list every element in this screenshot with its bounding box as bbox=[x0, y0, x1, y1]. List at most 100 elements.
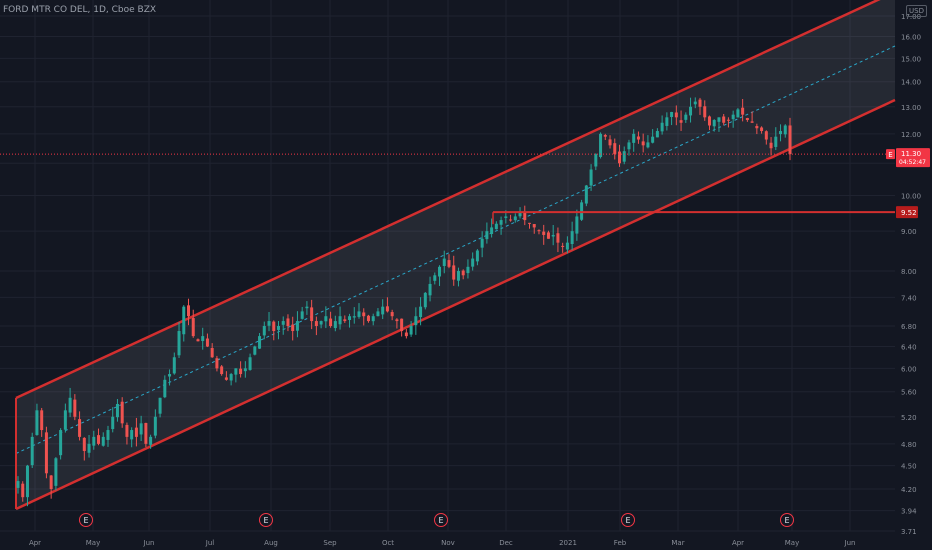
candle-body bbox=[68, 397, 72, 413]
candle bbox=[97, 428, 101, 446]
candle bbox=[622, 146, 626, 165]
candle-body bbox=[703, 106, 707, 118]
candle-body bbox=[144, 422, 148, 444]
candle bbox=[272, 320, 276, 341]
candle bbox=[59, 428, 63, 460]
candle-body bbox=[741, 107, 745, 115]
candle bbox=[395, 318, 399, 329]
candle bbox=[542, 224, 546, 245]
y-tick-label: 4.50 bbox=[901, 463, 917, 471]
candle bbox=[153, 409, 157, 439]
candle bbox=[660, 115, 664, 135]
x-tick-label: Dec bbox=[499, 539, 513, 547]
candle bbox=[338, 306, 342, 330]
candle bbox=[532, 223, 536, 234]
candle-body bbox=[305, 306, 309, 309]
candle-body bbox=[736, 109, 740, 118]
candle-body bbox=[21, 483, 25, 498]
y-tick-label: 10.00 bbox=[901, 193, 921, 201]
candle bbox=[570, 221, 574, 251]
candle bbox=[267, 311, 271, 332]
candle-body bbox=[788, 125, 792, 155]
earnings-marker-letter: E bbox=[625, 516, 630, 525]
candle-body bbox=[731, 114, 735, 120]
time-axis[interactable]: Apr May Jun Jul Aug Sep Oct Nov Dec 2021 Feb Mar Apr… bbox=[29, 539, 856, 547]
currency-label[interactable]: USD bbox=[906, 5, 927, 17]
candle bbox=[362, 308, 366, 326]
candle bbox=[234, 368, 238, 383]
candle-body bbox=[755, 125, 759, 129]
candle bbox=[276, 320, 280, 340]
candle bbox=[423, 291, 427, 310]
candle-body bbox=[779, 131, 783, 135]
candle bbox=[168, 369, 172, 386]
candle-body bbox=[134, 427, 138, 437]
candle-body bbox=[670, 112, 674, 118]
x-tick-label: Nov bbox=[441, 539, 455, 547]
candle-body bbox=[362, 312, 366, 317]
candle-body bbox=[613, 143, 617, 155]
candle-body bbox=[172, 357, 176, 374]
candle bbox=[177, 322, 181, 358]
candle bbox=[333, 315, 337, 332]
candle bbox=[191, 309, 195, 338]
candle-body bbox=[717, 117, 721, 122]
candle bbox=[736, 108, 740, 118]
candle-body bbox=[262, 326, 266, 336]
candle bbox=[163, 375, 167, 399]
candle-body bbox=[101, 436, 105, 446]
candle-body bbox=[267, 321, 271, 326]
candle bbox=[722, 113, 726, 126]
candle bbox=[210, 343, 214, 358]
candle bbox=[528, 222, 532, 229]
candle-body bbox=[276, 326, 280, 330]
candle-body bbox=[475, 250, 479, 262]
candle-body bbox=[589, 169, 593, 186]
candle bbox=[617, 144, 621, 167]
candle-body bbox=[608, 139, 612, 146]
candle-body bbox=[16, 481, 20, 488]
candle-body bbox=[707, 116, 711, 126]
candle bbox=[30, 432, 34, 468]
price-axis[interactable]: 3.71 3.94 4.20 4.50 4.80 5.20 5.60 6.00 6.40 6.80… bbox=[886, 13, 930, 536]
candle-body bbox=[561, 245, 565, 247]
candle bbox=[343, 315, 347, 323]
candle-body bbox=[191, 318, 195, 337]
candle-body bbox=[490, 227, 494, 234]
y-tick-label: 5.60 bbox=[901, 389, 917, 397]
candle bbox=[485, 222, 489, 244]
candle bbox=[665, 112, 669, 131]
candle-body bbox=[390, 312, 394, 317]
candle bbox=[329, 311, 333, 328]
earnings-marker: E bbox=[434, 513, 448, 527]
candle-body bbox=[319, 321, 323, 325]
candle-body bbox=[125, 424, 129, 437]
y-tick-label: 4.20 bbox=[901, 486, 917, 494]
candle-body bbox=[584, 185, 588, 204]
candle bbox=[348, 313, 352, 328]
candle-body bbox=[556, 233, 560, 243]
candle bbox=[689, 97, 693, 123]
candle-body bbox=[201, 336, 205, 342]
candle bbox=[404, 329, 408, 339]
y-tick-label: 5.20 bbox=[901, 414, 917, 422]
y-tick-label: 9.00 bbox=[901, 228, 917, 236]
candle-body bbox=[44, 432, 48, 474]
candle bbox=[428, 276, 432, 302]
candle bbox=[613, 138, 617, 160]
candle-body bbox=[660, 122, 664, 132]
candle bbox=[106, 425, 110, 447]
candle-body bbox=[234, 368, 238, 375]
earnings-marker-circle bbox=[621, 513, 635, 527]
candle bbox=[551, 225, 555, 246]
candle bbox=[788, 117, 792, 161]
candle bbox=[646, 135, 650, 149]
candle bbox=[101, 432, 105, 447]
y-tick-label: 6.80 bbox=[901, 323, 917, 331]
candle bbox=[385, 297, 389, 313]
candle bbox=[674, 105, 678, 126]
candle bbox=[130, 427, 134, 448]
y-tick-label: 8.00 bbox=[901, 268, 917, 276]
